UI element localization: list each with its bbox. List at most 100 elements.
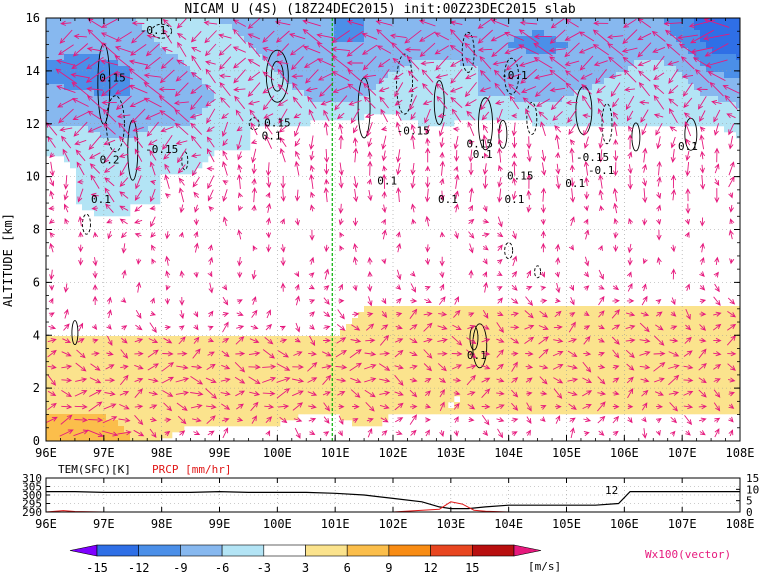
wind-vector <box>670 268 677 280</box>
u-cell <box>52 372 59 379</box>
u-cell <box>214 18 221 25</box>
u-cell <box>268 90 275 97</box>
u-cell <box>718 336 725 343</box>
u-cell <box>718 384 725 391</box>
u-cell <box>250 30 257 37</box>
u-cell <box>442 384 449 391</box>
u-cell <box>718 66 725 73</box>
u-cell <box>652 366 659 373</box>
u-cell <box>544 318 551 325</box>
u-cell <box>454 102 461 109</box>
u-cell <box>670 96 677 103</box>
u-cell <box>112 120 119 127</box>
u-cell <box>730 306 737 313</box>
u-cell <box>502 396 509 403</box>
u-cell <box>232 378 239 385</box>
u-cell <box>310 114 317 121</box>
u-cell <box>514 336 521 343</box>
u-cell <box>370 72 377 79</box>
u-cell <box>730 348 737 355</box>
u-cell <box>676 330 683 337</box>
u-cell <box>616 48 623 55</box>
u-cell <box>370 402 377 409</box>
u-cell <box>676 90 683 97</box>
u-cell <box>358 18 365 25</box>
wind-vector <box>378 363 391 371</box>
u-cell <box>616 30 623 37</box>
u-cell <box>568 354 575 361</box>
u-cell <box>130 162 137 169</box>
u-cell <box>118 432 125 439</box>
u-cell <box>502 366 509 373</box>
u-cell <box>730 90 737 97</box>
u-cell <box>400 42 407 49</box>
u-cell <box>166 432 173 439</box>
u-cell <box>550 108 557 115</box>
u-cell <box>658 30 665 37</box>
u-cell <box>292 408 299 415</box>
u-cell <box>46 108 53 115</box>
u-cell <box>724 42 731 49</box>
u-cell <box>640 30 647 37</box>
u-cell <box>172 66 179 73</box>
u-cell <box>604 384 611 391</box>
u-cell <box>88 348 95 355</box>
u-cell <box>412 24 419 31</box>
u-cell <box>172 126 179 133</box>
u-cell <box>274 72 281 79</box>
u-cell <box>376 414 383 421</box>
u-cell <box>718 372 725 379</box>
u-cell <box>586 66 593 73</box>
u-cell <box>562 324 569 331</box>
u-cell <box>424 354 431 361</box>
u-cell <box>394 366 401 373</box>
u-cell <box>430 372 437 379</box>
u-cell <box>64 432 71 439</box>
u-cell <box>466 36 473 43</box>
wind-vector <box>567 350 578 358</box>
u-cell <box>454 348 461 355</box>
u-cell <box>214 126 221 133</box>
u-cell <box>208 138 215 145</box>
u-cell <box>628 18 635 25</box>
u-cell <box>148 354 155 361</box>
u-cell <box>622 60 629 67</box>
wind-vector <box>511 389 519 398</box>
wind-vector <box>134 404 144 410</box>
u-cell <box>640 372 647 379</box>
u-cell <box>490 78 497 85</box>
u-cell <box>154 30 161 37</box>
u-cell <box>580 324 587 331</box>
u-cell <box>238 102 245 109</box>
u-cell <box>472 318 479 325</box>
u-cell <box>448 102 455 109</box>
u-cell <box>70 66 77 73</box>
u-cell <box>52 84 59 91</box>
u-cell <box>718 42 725 49</box>
u-cell <box>310 354 317 361</box>
u-cell <box>346 90 353 97</box>
u-cell <box>532 354 539 361</box>
u-cell <box>448 48 455 55</box>
u-cell <box>688 318 695 325</box>
u-cell <box>166 42 173 49</box>
u-cell <box>382 414 389 421</box>
u-cell <box>694 324 701 331</box>
u-cell <box>658 84 665 91</box>
u-cell <box>514 306 521 313</box>
u-cell <box>316 96 323 103</box>
wind-vector <box>496 322 504 334</box>
u-cell <box>316 30 323 37</box>
u-cell <box>736 120 741 127</box>
u-cell <box>520 114 527 121</box>
u-cell <box>106 420 113 427</box>
u-cell <box>298 24 305 31</box>
u-cell <box>208 372 215 379</box>
u-cell <box>574 18 581 25</box>
u-cell <box>142 114 149 121</box>
u-cell <box>718 24 725 31</box>
u-cell <box>706 348 713 355</box>
u-cell <box>400 96 407 103</box>
u-cell <box>544 54 551 61</box>
u-cell <box>382 66 389 73</box>
